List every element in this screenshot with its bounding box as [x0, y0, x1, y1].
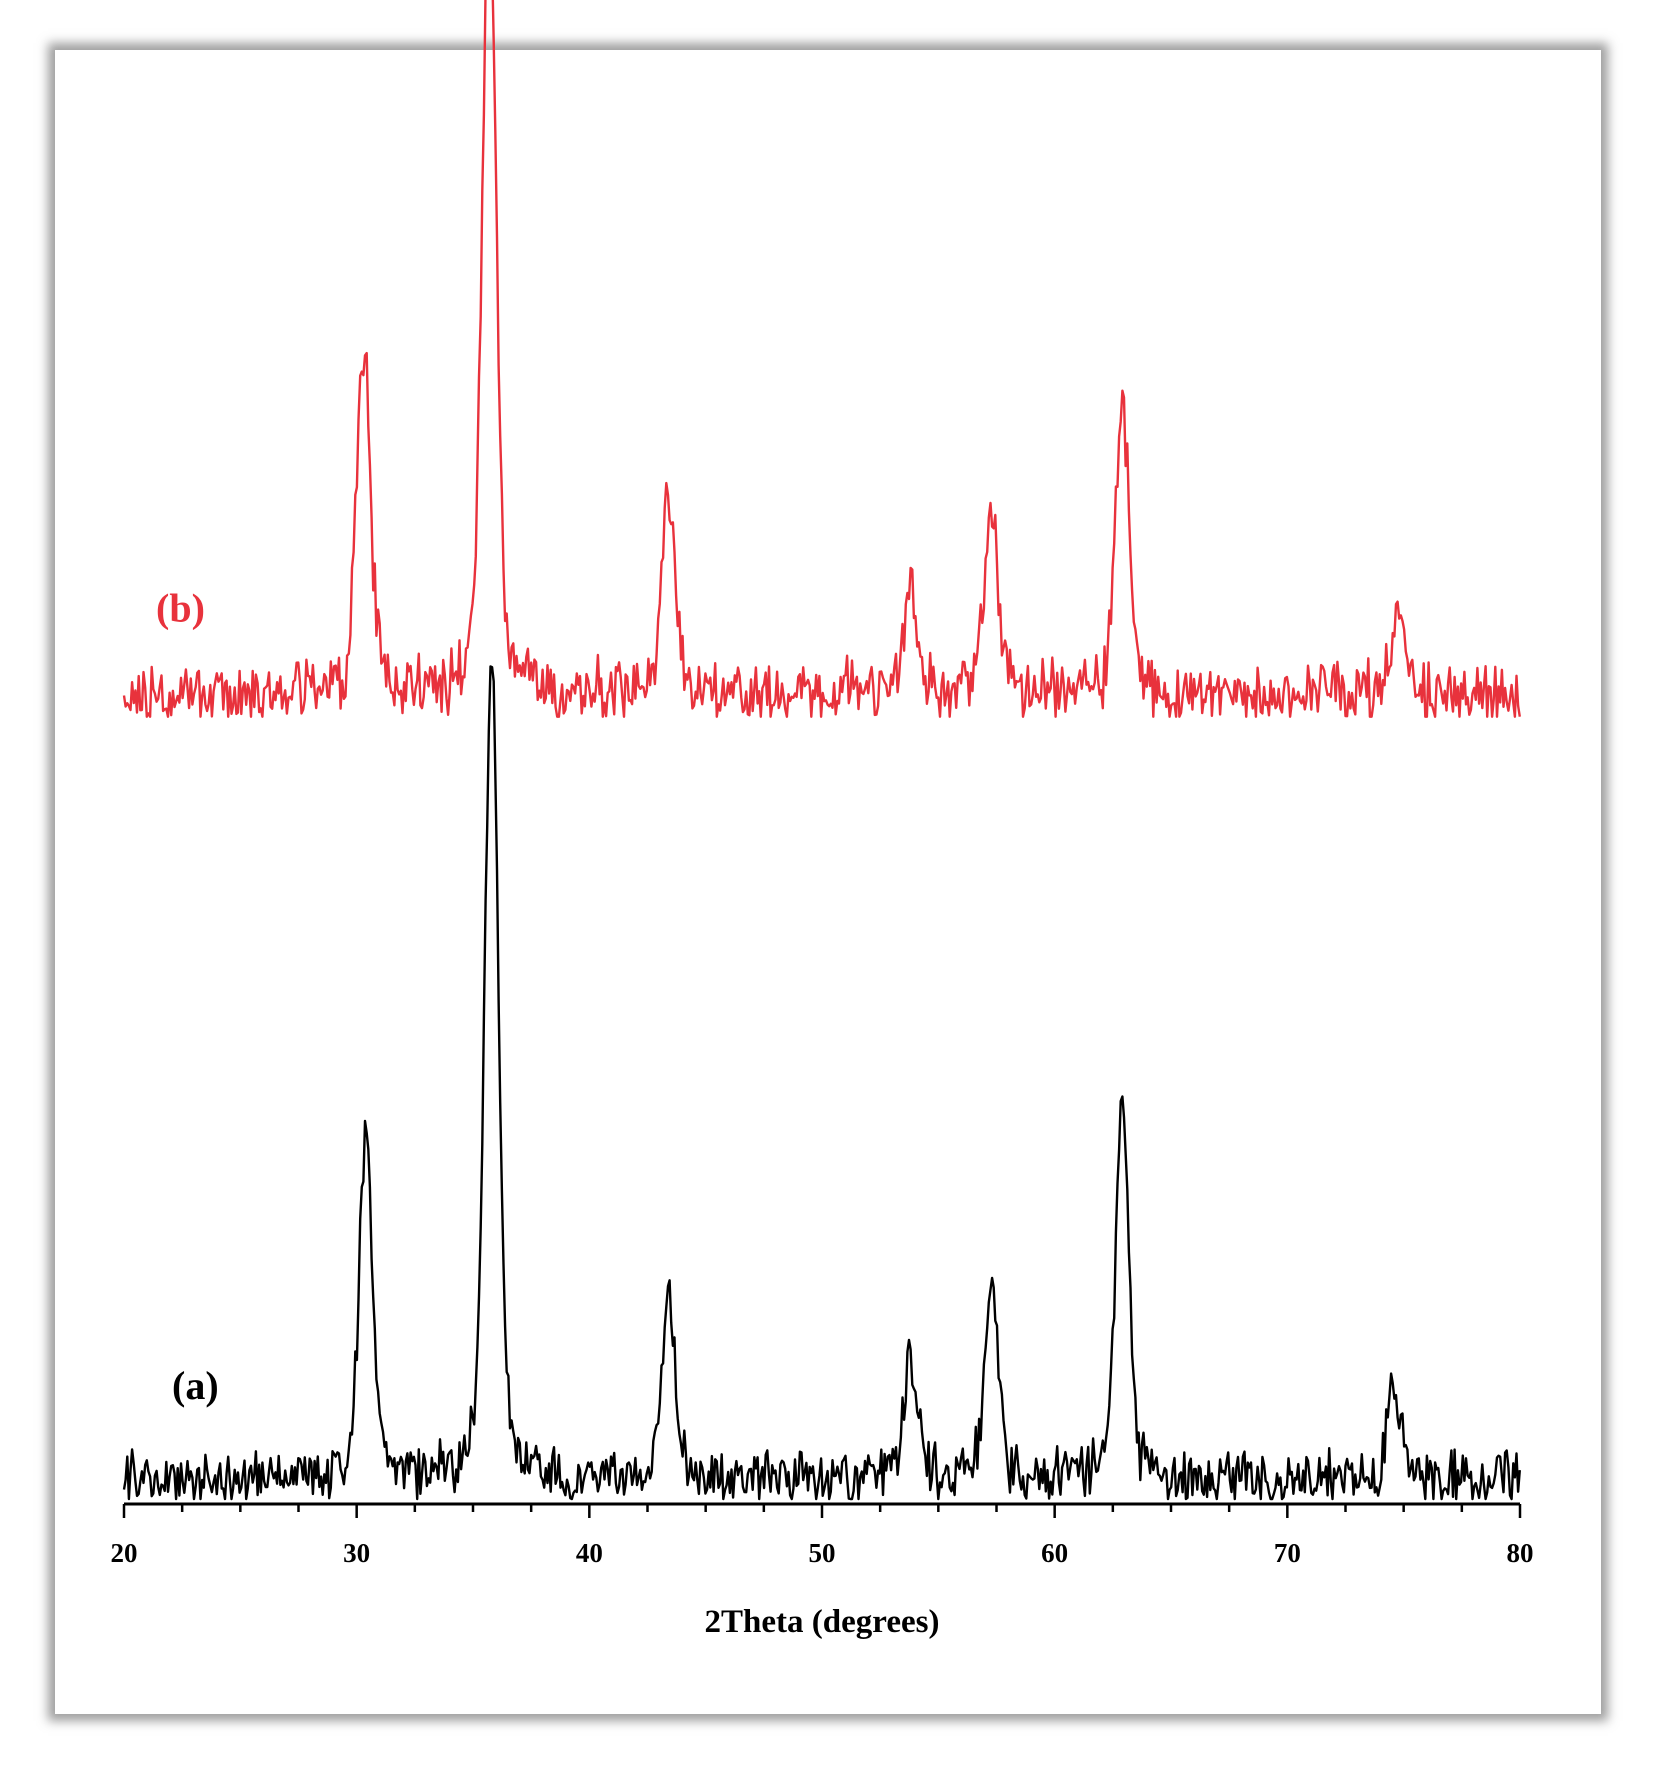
x-tick-label: 50 — [809, 1538, 836, 1568]
x-tick-label: 40 — [576, 1538, 603, 1568]
series-line-1 — [122, 665, 1521, 1501]
series-label-2: (b) — [156, 586, 205, 631]
x-tick-label: 80 — [1507, 1538, 1534, 1568]
series-line-2 — [122, 0, 1521, 718]
x-axis-title: 2Theta (degrees) — [705, 1604, 940, 1640]
figure-frame — [55, 50, 1601, 1714]
series-label-1: (a) — [172, 1363, 219, 1408]
x-tick-label: 20 — [111, 1538, 138, 1568]
x-tick-label: 60 — [1041, 1538, 1068, 1568]
x-tick-label: 30 — [343, 1538, 370, 1568]
x-tick-label: 70 — [1274, 1538, 1301, 1568]
